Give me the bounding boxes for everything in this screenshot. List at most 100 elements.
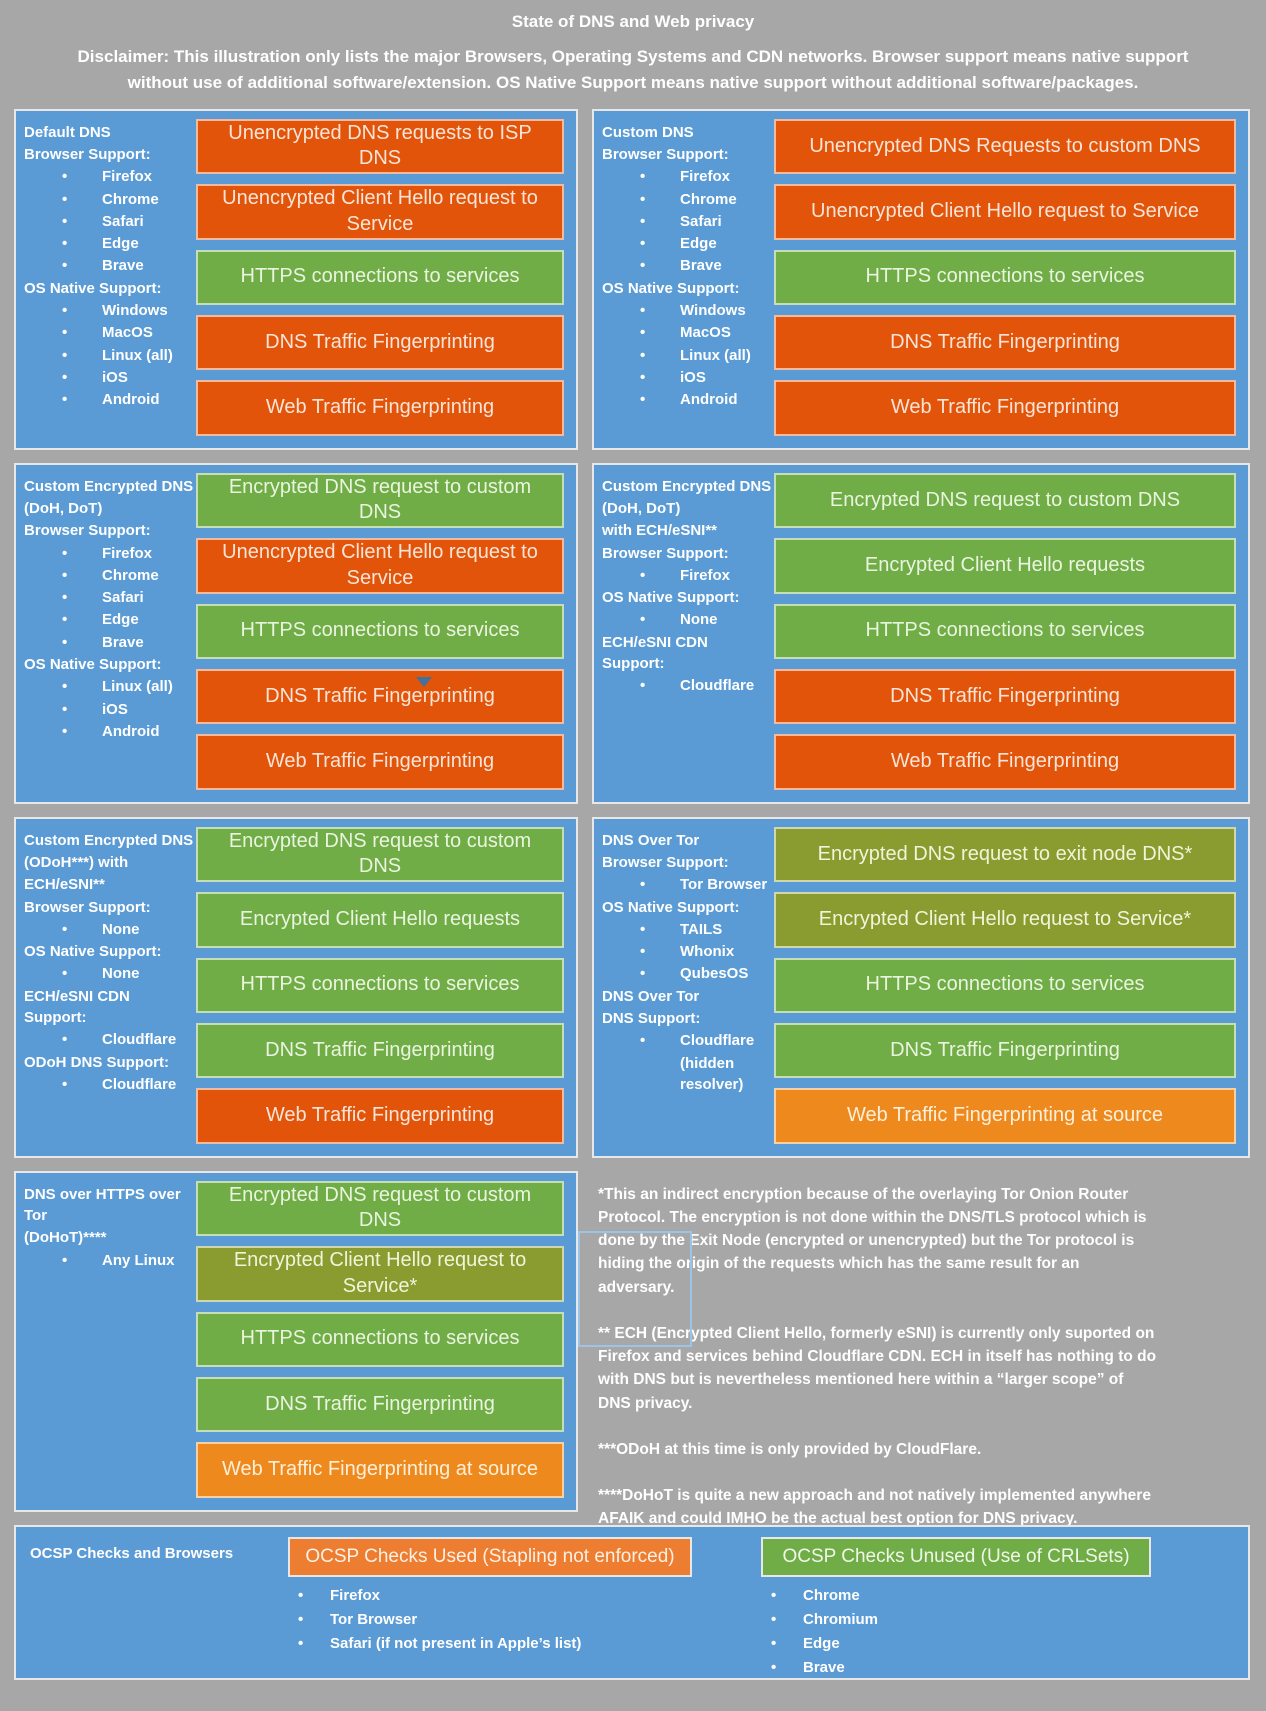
panel-info-list: Custom Encrypted DNS (DoH, DoT) Browser Su… bbox=[24, 471, 196, 790]
info-line: Cloudflare bbox=[24, 1029, 196, 1051]
info-line: Tor Browser bbox=[602, 874, 774, 896]
status-bar: Web Traffic Fingerprinting bbox=[774, 734, 1236, 790]
status-bar: Web Traffic Fingerprinting bbox=[196, 380, 564, 436]
ocsp-used-header: OCSP Checks Used (Stapling not enforced) bbox=[288, 1536, 692, 1577]
page-header: State of DNS and Web privacy Disclaimer:… bbox=[0, 0, 1266, 97]
ocsp-list-item: Safari (if not present in Apple’s list) bbox=[288, 1635, 761, 1652]
info-line: Any Linux bbox=[24, 1250, 196, 1272]
info-line: iOS bbox=[24, 699, 196, 721]
info-line: OS Native Support: bbox=[602, 589, 740, 607]
info-line: Firefox bbox=[24, 166, 196, 188]
info-line: Custom Encrypted DNS bbox=[24, 831, 194, 849]
status-bar: DNS Traffic Fingerprinting bbox=[196, 1022, 564, 1079]
info-line: Firefox bbox=[602, 166, 774, 188]
status-bar: DNS Traffic Fingerprinting bbox=[196, 1376, 564, 1433]
info-line: Safari bbox=[602, 211, 774, 233]
info-line: Brave bbox=[602, 255, 774, 277]
info-line: (DoH, DoT) bbox=[602, 499, 681, 517]
status-bar: HTTPS connections to services bbox=[196, 603, 564, 659]
status-bar: Web Traffic Fingerprinting at source bbox=[774, 1088, 1236, 1144]
status-bar: Web Traffic Fingerprinting bbox=[196, 734, 564, 790]
status-bar: HTTPS connections to services bbox=[774, 957, 1236, 1013]
panel-bars: Encrypted DNS request to exit node DNS* E… bbox=[774, 825, 1236, 1144]
info-line: iOS bbox=[24, 367, 196, 389]
info-line: None bbox=[24, 963, 196, 985]
info-line: Windows bbox=[24, 300, 196, 322]
info-line: Android bbox=[24, 721, 196, 743]
info-line: Android bbox=[24, 389, 196, 411]
status-bar: Encrypted Client Hello request to Servic… bbox=[196, 1246, 564, 1302]
info-line: ODoH DNS Support: bbox=[24, 1053, 169, 1071]
info-line: Browser Support: bbox=[602, 145, 729, 163]
info-line: Browser Support: bbox=[602, 853, 729, 871]
panel-info-list: Custom DNS Browser Support: FirefoxChromeS… bbox=[602, 117, 774, 436]
info-line: OS Native Support: bbox=[602, 898, 740, 916]
info-line: Custom Encrypted DNS bbox=[602, 477, 772, 495]
ocsp-unused-header: OCSP Checks Unused (Use of CRLSets) bbox=[761, 1536, 1151, 1577]
panel-ocsp-checks: OCSP Checks and Browsers OCSP Checks Use… bbox=[14, 1524, 1250, 1680]
info-line: (DoHoT)**** bbox=[24, 1229, 107, 1247]
info-line: Safari bbox=[24, 211, 196, 233]
info-line: Edge bbox=[24, 609, 196, 631]
panel-info-list: DNS over HTTPS over Tor (DoHoT)**** Any Li… bbox=[24, 1179, 196, 1498]
status-bar: HTTPS connections to services bbox=[774, 249, 1236, 305]
status-bar: Web Traffic Fingerprinting bbox=[196, 1088, 564, 1144]
panel-custom-encrypted-dns-doh-dot: Custom Encrypted DNS (DoH, DoT) Browser Su… bbox=[14, 462, 578, 804]
disclaimer-text: Disclaimer: This illustration only lists… bbox=[77, 47, 1189, 93]
panel-bars: Encrypted DNS request to custom DNS Encry… bbox=[774, 471, 1236, 790]
info-line: None bbox=[24, 919, 196, 941]
info-line: None bbox=[602, 609, 774, 631]
footnote: ****DoHoT is quite a new approach and no… bbox=[598, 1487, 1151, 1528]
status-bar: HTTPS connections to services bbox=[196, 249, 564, 305]
ocsp-list-item: Chrome bbox=[761, 1587, 1234, 1604]
footnote: *This an indirect encryption because of … bbox=[598, 1185, 1147, 1296]
info-line: DNS over HTTPS over Tor bbox=[24, 1185, 181, 1224]
info-line: Android bbox=[602, 389, 774, 411]
ocsp-list-item: Edge bbox=[761, 1635, 1234, 1652]
info-line: Linux (all) bbox=[602, 345, 774, 367]
footnotes: *This an indirect encryption because of … bbox=[592, 1171, 1158, 1528]
ocsp-list-item: Chromium bbox=[761, 1611, 1234, 1628]
panel-info-list: DNS Over Tor Browser Support: Tor Browser O… bbox=[602, 825, 774, 1144]
status-bar: Encrypted DNS request to custom DNS bbox=[774, 472, 1236, 529]
panel-bars: Encrypted DNS request to custom DNS Encry… bbox=[196, 1179, 564, 1498]
status-bar: HTTPS connections to services bbox=[774, 603, 1236, 659]
panel-bars: Encrypted DNS request to custom DNS Unenc… bbox=[196, 471, 564, 790]
panel-custom-encrypted-dns-odoh: Custom Encrypted DNS (ODoH***) with ECH/eS… bbox=[14, 816, 578, 1158]
info-line: (hidden resolver) bbox=[680, 1054, 744, 1093]
status-bar: DNS Traffic Fingerprinting bbox=[774, 668, 1236, 725]
status-bar: Web Traffic Fingerprinting at source bbox=[196, 1442, 564, 1498]
ocsp-panel-title: OCSP Checks and Browsers bbox=[30, 1544, 234, 1562]
info-line: Browser Support: bbox=[24, 145, 151, 163]
panel-default-dns: Default DNS Browser Support: FirefoxChrome… bbox=[14, 108, 578, 450]
status-bar: Encrypted Client Hello requests bbox=[196, 892, 564, 948]
footnote: ** ECH (Encrypted Client Hello, formerly… bbox=[598, 1324, 1157, 1412]
panel-bars: Unencrypted DNS Requests to custom DNS Un… bbox=[774, 117, 1236, 436]
info-line: Safari bbox=[24, 587, 196, 609]
info-line: MacOS bbox=[602, 322, 774, 344]
info-line: ECH/eSNI** bbox=[24, 876, 105, 894]
status-bar: Unencrypted DNS Requests to custom DNS bbox=[774, 118, 1236, 175]
panel-info-list: Custom Encrypted DNS (DoH, DoT) with ECH/e… bbox=[602, 471, 774, 790]
status-bar: DNS Traffic Fingerprinting bbox=[774, 1022, 1236, 1079]
ocsp-list-item: Brave bbox=[761, 1659, 1234, 1676]
page-title: State of DNS and Web privacy bbox=[511, 12, 755, 31]
info-line: Firefox bbox=[24, 543, 196, 565]
status-bar: Unencrypted Client Hello request to Serv… bbox=[196, 184, 564, 240]
info-line: Browser Support: bbox=[24, 522, 151, 540]
ocsp-used-column: OCSP Checks Used (Stapling not enforced)… bbox=[288, 1536, 761, 1668]
status-bar: Unencrypted Client Hello request to Serv… bbox=[774, 184, 1236, 240]
status-bar: Encrypted DNS request to custom DNS bbox=[196, 1180, 564, 1237]
info-line: Default DNS bbox=[24, 123, 111, 141]
info-line: OS Native Support: bbox=[602, 279, 740, 297]
info-line: ECH/eSNI CDN Support: bbox=[602, 633, 708, 673]
info-line: DNS Over Tor bbox=[602, 987, 700, 1005]
info-line: Edge bbox=[24, 233, 196, 255]
artifact-triangle bbox=[416, 676, 432, 687]
ocsp-used-list: Firefox Tor Browser Safari (if not present… bbox=[288, 1587, 761, 1652]
info-line: (DoH, DoT) bbox=[24, 499, 103, 517]
info-line: Cloudflare bbox=[602, 1030, 774, 1052]
info-line: Chrome bbox=[602, 189, 774, 211]
panel-custom-dns: Custom DNS Browser Support: FirefoxChromeS… bbox=[592, 108, 1250, 450]
